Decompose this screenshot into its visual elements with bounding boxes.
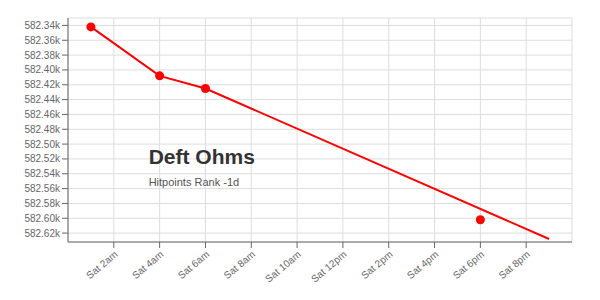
svg-text:Sat 12pm: Sat 12pm xyxy=(309,249,349,285)
svg-text:Sat 8am: Sat 8am xyxy=(222,249,258,281)
html-text:Hitpoints Rank -1d: Hitpoints Rank -1d xyxy=(148,175,240,188)
svg-text:582.58k: 582.58k xyxy=(24,198,61,209)
svg-text:582.54k: 582.54k xyxy=(24,168,61,179)
svg-text:582.56k: 582.56k xyxy=(24,183,61,194)
svg-text:582.52k: 582.52k xyxy=(24,153,61,164)
svg-text:582.42k: 582.42k xyxy=(24,79,61,90)
svg-text:582.62k: 582.62k xyxy=(24,228,61,239)
svg-text:Sat 2am: Sat 2am xyxy=(84,249,120,281)
svg-text:Sat 8pm: Sat 8pm xyxy=(496,249,532,281)
svg-text:582.60k: 582.60k xyxy=(24,213,61,224)
svg-text:582.46k: 582.46k xyxy=(24,109,61,120)
svg-text:Sat 10am: Sat 10am xyxy=(263,249,303,285)
svg-text:582.50k: 582.50k xyxy=(24,139,61,150)
svg-text:582.38k: 582.38k xyxy=(24,50,61,61)
svg-text:582.44k: 582.44k xyxy=(24,94,61,105)
svg-text:Sat 2pm: Sat 2pm xyxy=(359,249,395,281)
html-text:Deft Ohms: Deft Ohms xyxy=(148,144,255,168)
svg-text:Sat 6am: Sat 6am xyxy=(176,249,212,281)
svg-text:Sat 4pm: Sat 4pm xyxy=(405,249,441,281)
svg-text:582.40k: 582.40k xyxy=(24,64,61,75)
svg-text:Sat 6pm: Sat 6pm xyxy=(451,249,487,281)
svg-text:582.48k: 582.48k xyxy=(24,124,61,135)
svg-text:582.36k: 582.36k xyxy=(24,35,61,46)
svg-text:582.34k: 582.34k xyxy=(24,20,61,31)
svg-text:Sat 4am: Sat 4am xyxy=(130,249,166,281)
